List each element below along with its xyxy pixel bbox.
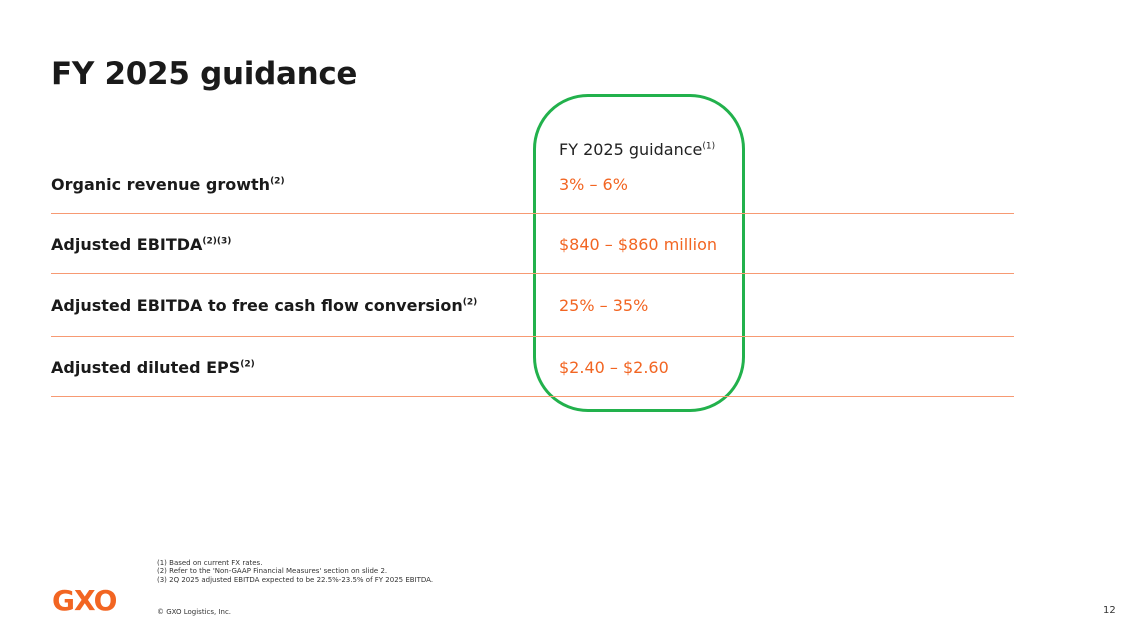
row-value-fcf-conversion: 25% – 35% <box>559 296 649 315</box>
row-note: (2) <box>462 297 478 308</box>
copyright: © GXO Logistics, Inc. <box>157 608 232 616</box>
row-label-text: Adjusted EBITDA <box>51 235 203 254</box>
row-divider <box>51 396 1014 397</box>
row-divider <box>51 273 1014 274</box>
page-number: 12 <box>1103 605 1116 616</box>
row-note: (2) <box>240 359 255 370</box>
footnote-1: (1) Based on current FX rates. <box>157 559 263 567</box>
column-header: FY 2025 guidance(1) <box>559 140 715 159</box>
gxo-logo: GXO <box>52 584 117 617</box>
row-divider <box>51 213 1014 214</box>
row-divider <box>51 336 1014 337</box>
row-label-adjusted-diluted-eps: Adjusted diluted EPS(2) <box>51 358 255 377</box>
row-label-organic-revenue-growth: Organic revenue growth(2) <box>51 175 285 194</box>
row-value-adjusted-ebitda: $840 – $860 million <box>559 235 717 254</box>
column-header-label: FY 2025 guidance <box>559 140 703 159</box>
row-label-adjusted-ebitda: Adjusted EBITDA(2)(3) <box>51 235 231 254</box>
row-value-organic-revenue-growth: 3% – 6% <box>559 175 628 194</box>
row-label-text: Adjusted EBITDA to free cash flow conver… <box>51 296 463 315</box>
row-note: (2)(3) <box>202 236 232 247</box>
row-note: (2) <box>270 176 285 187</box>
guidance-highlight-outline <box>533 94 745 412</box>
footnote-3: (3) 2Q 2025 adjusted EBITDA expected to … <box>157 575 434 584</box>
row-label-fcf-conversion: Adjusted EBITDA to free cash flow conver… <box>51 296 477 315</box>
column-header-note: (1) <box>702 141 716 152</box>
page-title: FY 2025 guidance <box>51 56 358 92</box>
row-label-text: Organic revenue growth <box>51 175 271 194</box>
footnotes: (1) Based on current FX rates. (2) Refer… <box>157 559 433 584</box>
footnote-2: (2) Refer to the 'Non-GAAP Financial Mea… <box>157 567 388 576</box>
row-label-text: Adjusted diluted EPS <box>51 358 241 377</box>
row-value-adjusted-diluted-eps: $2.40 – $2.60 <box>559 358 669 377</box>
